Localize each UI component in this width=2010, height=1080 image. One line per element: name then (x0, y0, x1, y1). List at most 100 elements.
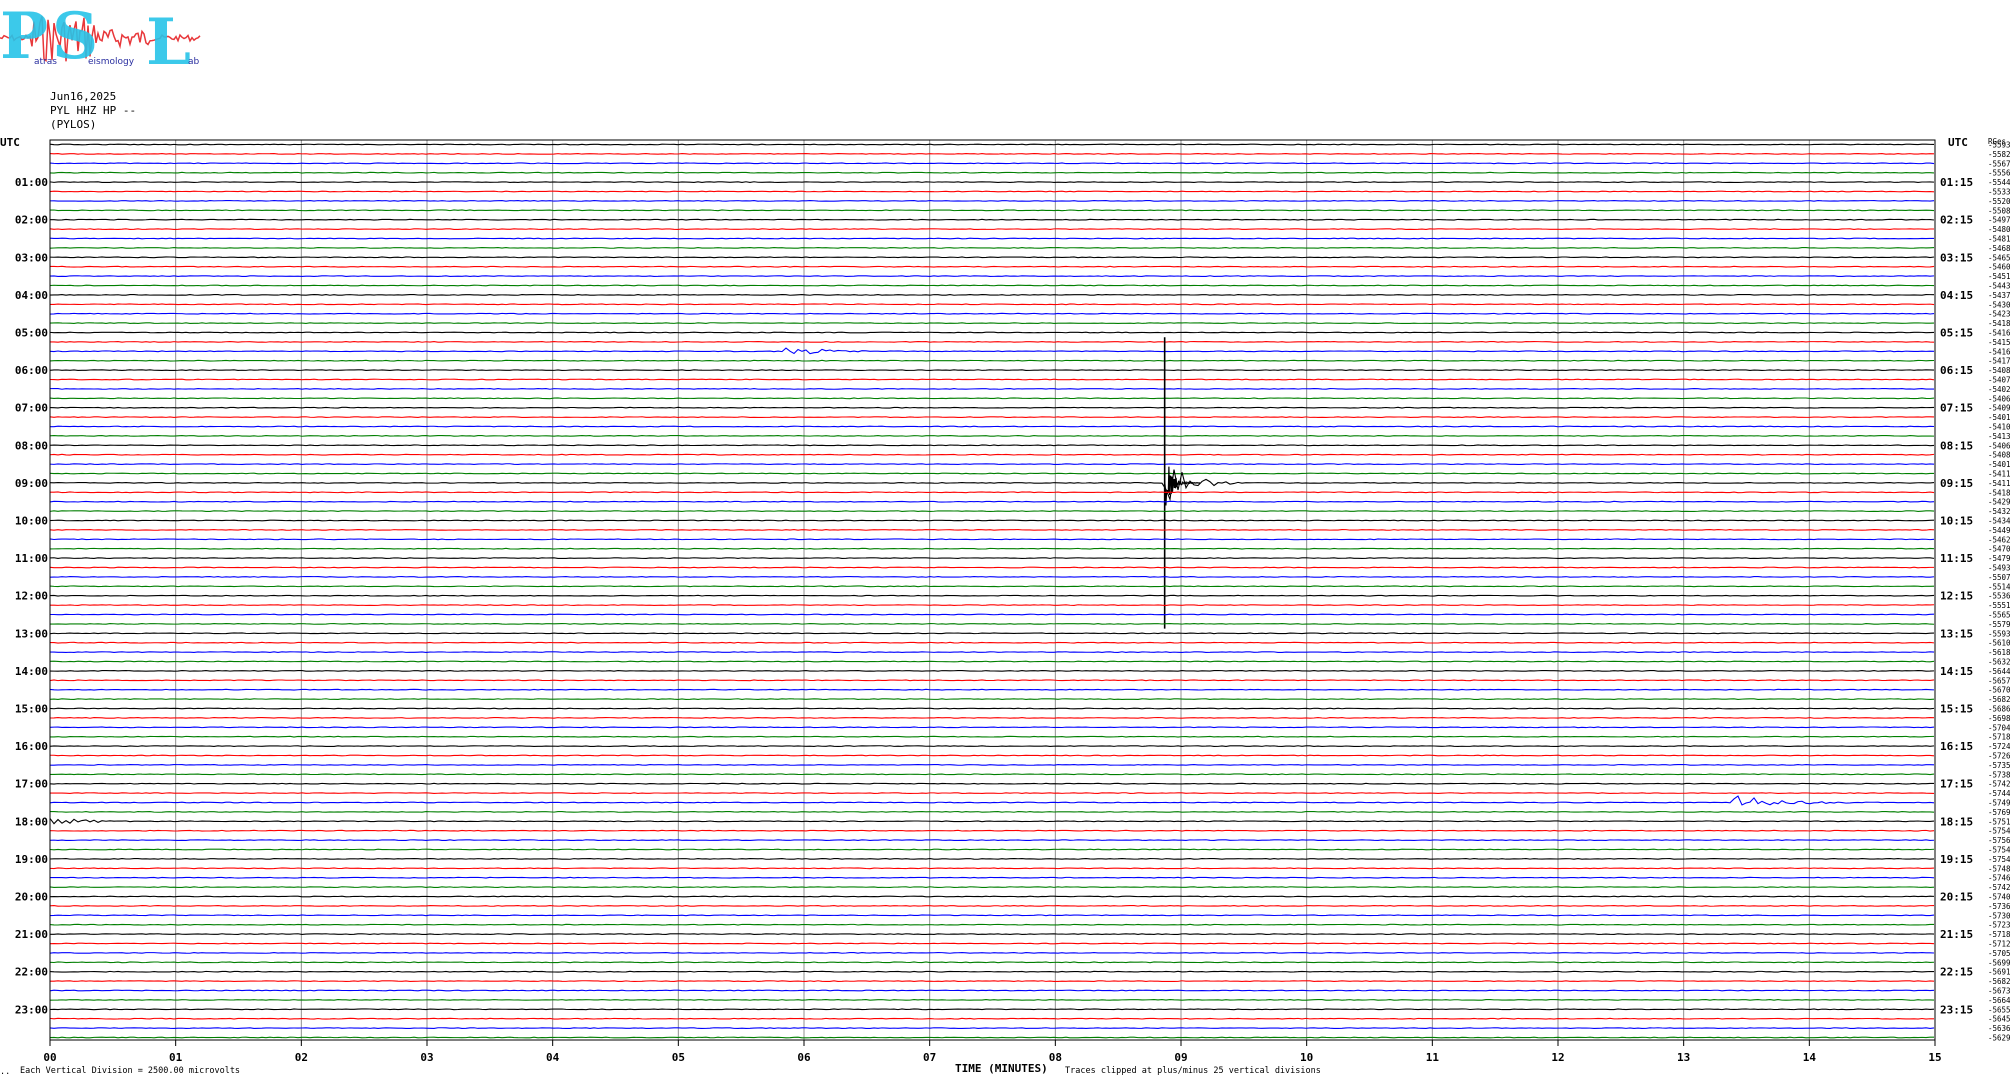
trace-offset-label: -5406 (1988, 394, 2010, 403)
trace-offset-label: -5704 (1988, 723, 2010, 732)
trace-offset-label: -5724 (1988, 742, 2010, 751)
seismogram-trace (49, 669, 1935, 672)
trace-offset-label: -5756 (1988, 836, 2010, 845)
corner-mark: .. (0, 1067, 10, 1077)
trace-offset-label: -5432 (1988, 507, 2010, 516)
right-time-label: 18:15 (1940, 815, 1973, 828)
trace-offset-label: -5418 (1988, 488, 2010, 497)
seismogram-trace (49, 632, 1935, 635)
seismogram-trace (49, 143, 1935, 146)
trace-offset-label: -5443 (1988, 282, 2010, 291)
seismogram-trace (49, 228, 1934, 231)
seismogram-trace (49, 538, 1935, 541)
trace-offset-label: -5480 (1988, 225, 2010, 234)
trace-offset-label: -5593 (1988, 629, 2010, 638)
trace-offset-label: -5551 (1988, 601, 2010, 610)
seismogram-trace (49, 735, 1935, 738)
trace-offset-label: -5410 (1988, 423, 2010, 432)
seismogram-trace (49, 622, 1935, 625)
trace-offset-label: -5481 (1988, 235, 2010, 244)
trace-offset-label: -5754 (1988, 827, 2010, 836)
seismogram-trace (49, 256, 1935, 259)
trace-offset-label: -5742 (1988, 883, 2010, 892)
trace-offset-label: -5429 (1988, 498, 2010, 507)
trace-offset-label: -5742 (1988, 780, 2010, 789)
x-tick-label: 02 (295, 1051, 308, 1064)
trace-offset-label: -5629 (1988, 1034, 2010, 1043)
seismogram-trace (49, 961, 1935, 964)
trace-offset-label: -5718 (1988, 733, 2010, 742)
right-time-label: 09:15 (1940, 477, 1973, 490)
left-time-label: 17:00 (15, 778, 48, 791)
trace-offset-label: -5402 (1988, 385, 2010, 394)
trace-offset-label: -5686 (1988, 705, 2010, 714)
trace-offset-label: -5401 (1988, 460, 2010, 469)
left-time-label: 04:00 (15, 289, 48, 302)
trace-offset-label: -5462 (1988, 535, 2010, 544)
x-axis-ticks: 00 01 02 03 04 05 06 07 08 09 10 11 12 13 14 15 (43, 1040, 1942, 1064)
x-tick-label: 10 (1300, 1051, 1313, 1064)
left-time-label: 05:00 (15, 327, 48, 340)
seismogram-trace (49, 942, 1935, 945)
seismogram-trace (49, 378, 1935, 381)
seismogram-trace (49, 284, 1935, 287)
trace-offset-label: -5411 (1988, 479, 2010, 488)
seismogram-trace (49, 698, 1935, 701)
seismogram-trace (49, 1027, 1935, 1030)
seismogram-trace (49, 425, 1935, 428)
seismogram-trace (49, 613, 1935, 616)
trace-offset-label: -5415 (1988, 338, 2010, 347)
trace-offset-label: -5479 (1988, 554, 2010, 563)
seismogram-trace (49, 275, 1935, 278)
seismogram-trace (49, 679, 1935, 682)
trace-offset-label: -5736 (1988, 902, 2010, 911)
right-time-label: 14:15 (1940, 665, 1973, 678)
trace-offset-label: -5769 (1988, 808, 2010, 817)
left-time-label: 19:00 (15, 853, 48, 866)
seismogram-traces (49, 143, 1935, 1039)
trace-offset-label: -5657 (1988, 676, 2010, 685)
seismogram-trace (49, 754, 1935, 757)
x-tick-label: 14 (1803, 1051, 1817, 1064)
left-time-label: 16:00 (15, 740, 48, 753)
x-tick-label: 07 (923, 1051, 936, 1064)
left-time-label: 10:00 (15, 515, 48, 528)
trace-offset-label: -5408 (1988, 451, 2010, 460)
right-time-labels: 01:15 02:15 03:15 04:15 05:15 06:15 07:15 08:15… (1940, 176, 1973, 1016)
seismogram-trace (49, 660, 1935, 663)
seismogram-trace (49, 980, 1935, 983)
left-time-label: 09:00 (15, 477, 48, 490)
trace-offset-label: -5544 (1988, 178, 2010, 187)
station-location: (PYLOS) (50, 118, 97, 131)
seismogram-trace (49, 416, 1935, 419)
right-utc-label: UTC (1948, 136, 1968, 149)
trace-offset-label: -5670 (1988, 686, 2010, 695)
seismogram-trace (49, 199, 1935, 202)
trace-offset-labels: -5593-5582-5567-5556-5544-5533-5520-5508… (1988, 141, 2010, 1043)
clipping-note: Traces clipped at plus/minus 25 vertical… (1065, 1066, 1321, 1076)
seismogram-trace (49, 792, 1935, 795)
trace-offset-label: -5408 (1988, 366, 2010, 375)
seismogram-trace (49, 745, 1935, 748)
seismogram-trace (49, 651, 1935, 654)
trace-offset-label: -5565 (1988, 611, 2010, 620)
logo-letter-s: S (52, 0, 98, 74)
trace-offset-label: -5645 (1988, 1015, 2010, 1024)
logo-subword-1: atras (34, 57, 57, 67)
seismogram-trace (49, 237, 1934, 240)
seismogram-trace (49, 575, 1935, 578)
logo-subword-3: ab (188, 57, 200, 67)
trace-offset-label: -5712 (1988, 940, 2010, 949)
seismogram-trace (49, 848, 1935, 851)
left-time-label: 23:00 (15, 1003, 48, 1016)
trace-offset-label: -5754 (1988, 846, 2010, 855)
trace-offset-label: -5579 (1988, 620, 2010, 629)
seismogram-trace (49, 510, 1935, 513)
trace-offset-label: -5536 (1988, 592, 2010, 601)
seismogram-trace (49, 171, 1935, 174)
trace-offset-label: -5520 (1988, 197, 2010, 206)
seismogram-trace (49, 707, 1935, 710)
seismogram-trace (49, 773, 1935, 776)
x-tick-label: 04 (546, 1051, 560, 1064)
right-time-label: 04:15 (1940, 289, 1973, 302)
